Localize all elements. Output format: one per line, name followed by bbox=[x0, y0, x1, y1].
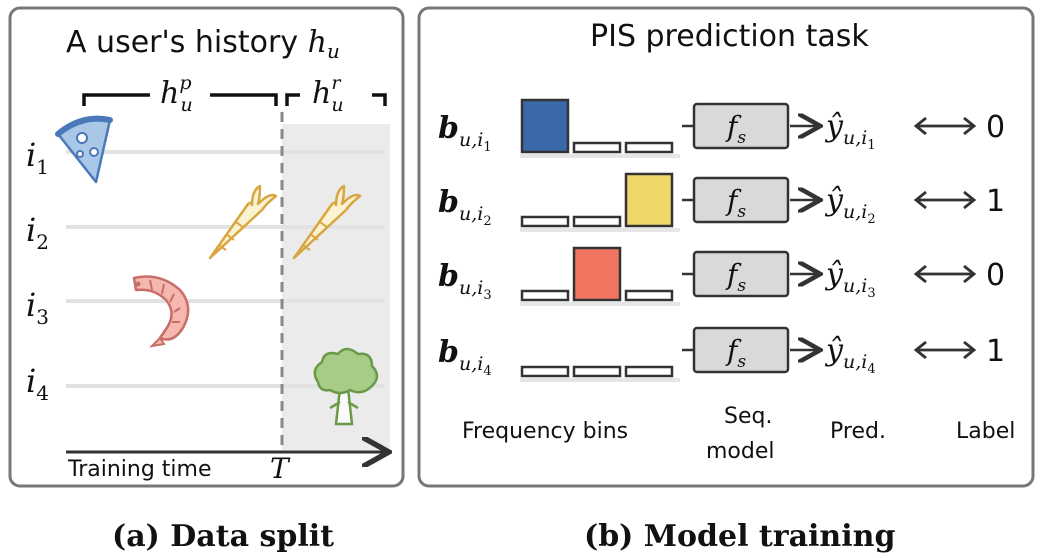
compare-arrow bbox=[913, 190, 977, 210]
prediction-label: ŷu,i3 bbox=[824, 257, 876, 301]
prior-history-bracket bbox=[82, 93, 278, 106]
compare-arrow bbox=[913, 264, 977, 284]
carrot-icon bbox=[208, 184, 278, 260]
axis-label: Training time bbox=[67, 457, 212, 482]
footer-seq-line2: model bbox=[706, 439, 775, 464]
item-label-1: i1 bbox=[26, 136, 49, 179]
ground-truth-label: 0 bbox=[986, 258, 1005, 293]
frequency-bin bbox=[624, 365, 674, 378]
pizza-icon bbox=[55, 115, 113, 184]
frequency-bin bbox=[520, 215, 570, 228]
prediction-label: ŷu,i4 bbox=[824, 333, 876, 377]
frequency-bin bbox=[572, 141, 622, 154]
recent-history-bracket bbox=[285, 93, 387, 106]
bin-vector-label: bu,i4 bbox=[438, 335, 492, 379]
frequency-bin-active bbox=[520, 98, 570, 154]
split-time-label: T bbox=[270, 452, 291, 485]
sequence-model-box bbox=[692, 326, 790, 374]
panel-data-split: A user's history hu hp u hr u i1 i2 i3 i4 bbox=[8, 6, 405, 488]
recent-history-label: hr u bbox=[312, 72, 344, 116]
row-guides bbox=[66, 150, 385, 388]
prediction-label: ŷu,i2 bbox=[824, 183, 876, 227]
caption-a: (a) Data split bbox=[112, 519, 334, 554]
frequency-bin-active bbox=[572, 246, 622, 302]
frequency-bin bbox=[520, 289, 570, 302]
bin-vector-label: bu,i3 bbox=[438, 259, 492, 303]
frequency-bin bbox=[624, 141, 674, 154]
ground-truth-label: 1 bbox=[986, 334, 1005, 369]
prior-history-label: hp u bbox=[160, 72, 193, 116]
bin-vector-label: bu,i1 bbox=[438, 111, 492, 155]
sequence-model-box bbox=[692, 102, 790, 150]
sequence-model-box bbox=[692, 250, 790, 298]
frequency-bin bbox=[572, 215, 622, 228]
prediction-label: ŷu,i1 bbox=[824, 109, 876, 153]
panel-b-frame bbox=[417, 6, 1035, 488]
frequency-bin bbox=[520, 365, 570, 378]
footer-label: Label bbox=[956, 419, 1015, 444]
frequency-bin bbox=[624, 289, 674, 302]
item-label-3: i3 bbox=[26, 286, 49, 329]
footer-bins: Frequency bins bbox=[462, 419, 628, 444]
bin-vector-label: bu,i2 bbox=[438, 185, 492, 229]
compare-arrow bbox=[913, 116, 977, 136]
sequence-model-box bbox=[692, 176, 790, 224]
item-label-2: i2 bbox=[26, 211, 49, 254]
item-label-4: i4 bbox=[26, 362, 49, 405]
frequency-bin-active bbox=[624, 172, 674, 228]
ground-truth-label: 0 bbox=[986, 110, 1005, 145]
panel-a-title: A user's history hu bbox=[66, 25, 340, 63]
ground-truth-label: 1 bbox=[986, 184, 1005, 219]
caption-b: (b) Model training bbox=[584, 519, 895, 554]
footer-pred: Pred. bbox=[830, 419, 886, 444]
panel-b-title: PIS prediction task bbox=[590, 19, 869, 54]
frequency-bin bbox=[572, 365, 622, 378]
recent-history-region bbox=[282, 124, 390, 450]
carrot-icon bbox=[292, 184, 362, 260]
footer-seq-line1: Seq. bbox=[724, 404, 772, 429]
compare-arrow bbox=[913, 340, 977, 360]
shrimp-icon bbox=[132, 275, 190, 348]
broccoli-icon bbox=[313, 347, 379, 426]
